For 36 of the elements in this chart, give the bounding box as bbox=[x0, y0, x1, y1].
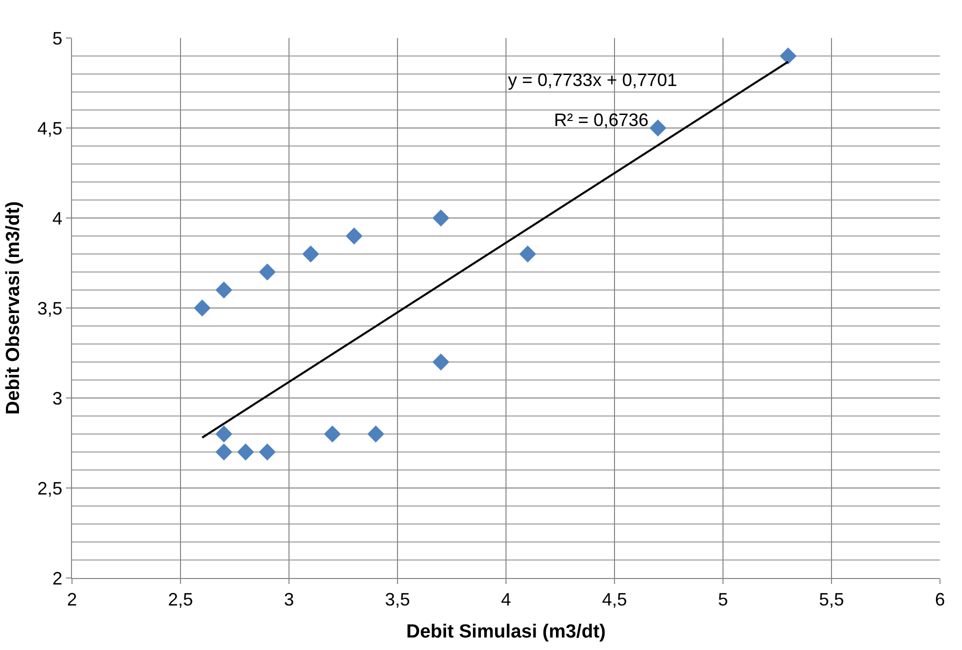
x-tick-label: 5 bbox=[718, 590, 728, 610]
point bbox=[237, 444, 254, 460]
point bbox=[780, 48, 797, 64]
y-tick-label: 4 bbox=[52, 208, 62, 228]
x-tick-label: 2,5 bbox=[168, 590, 194, 610]
point bbox=[302, 246, 320, 262]
point bbox=[649, 120, 666, 136]
x-tick-label: 5,5 bbox=[818, 590, 844, 610]
y-tick-label: 2 bbox=[52, 568, 62, 588]
y-tick-label: 2,5 bbox=[37, 478, 62, 498]
x-tick-label: 6 bbox=[934, 590, 946, 610]
x-tick-label: 3 bbox=[284, 590, 294, 610]
point bbox=[346, 228, 363, 244]
x-tick-label: 4,5 bbox=[602, 590, 628, 610]
point bbox=[258, 264, 276, 280]
point bbox=[324, 426, 341, 442]
x-tick-label: 2 bbox=[66, 590, 78, 610]
point bbox=[432, 354, 450, 370]
point bbox=[519, 246, 536, 262]
x-tick-label: 3,5 bbox=[384, 590, 410, 610]
y-tick-label: 5 bbox=[52, 28, 62, 48]
y-tick-label: 3 bbox=[52, 388, 62, 408]
point bbox=[215, 282, 232, 298]
point bbox=[367, 426, 384, 442]
y-tick-label: 4,5 bbox=[37, 118, 62, 138]
point bbox=[258, 444, 276, 460]
point bbox=[215, 426, 232, 442]
point bbox=[215, 444, 232, 460]
y-axis-title: Debit Observasi (m3/dt) bbox=[3, 201, 24, 415]
point bbox=[194, 300, 211, 316]
point bbox=[432, 210, 450, 226]
annotation: R² = 0,6736 bbox=[554, 110, 649, 130]
y-tick-label: 3,5 bbox=[37, 298, 62, 318]
x-tick-label: 4 bbox=[500, 590, 512, 610]
x-axis-title: Debit Simulasi (m3/dt) bbox=[406, 621, 606, 642]
annotation: y = 0,7733x + 0,7701 bbox=[508, 70, 678, 90]
